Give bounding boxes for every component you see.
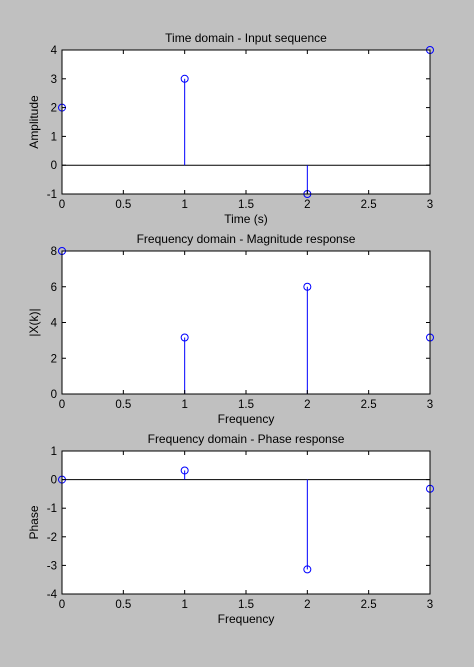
y-tick-label: -3: [47, 560, 57, 572]
x-axis-label: Frequency: [218, 612, 275, 626]
subplot-title: Time domain - Input sequence: [165, 31, 327, 45]
x-axis-label: Frequency: [218, 412, 275, 426]
x-tick-label: 2: [304, 599, 310, 611]
x-tick-label: 2.5: [361, 199, 377, 211]
x-tick-label: 1.5: [238, 199, 254, 211]
subplot-2: 0 0.5 1 1.5 2 2.5 3 0 2 4 6 8 Frequency domain - Mag…: [27, 232, 434, 426]
y-axis-label: |X(k)|: [27, 308, 41, 336]
x-tick-label: 3: [427, 199, 433, 211]
y-tick-label: 0: [51, 475, 57, 487]
y-tick-label: -1: [47, 189, 57, 201]
plot-area: [62, 50, 430, 194]
y-tick-label: 1: [51, 446, 57, 458]
x-tick-label: 0: [59, 599, 65, 611]
x-tick-label: 0: [59, 199, 65, 211]
y-tick-label: 0: [51, 389, 57, 401]
x-tick-label: 3: [427, 599, 433, 611]
y-tick-label: 4: [51, 45, 58, 57]
y-tick-label: 2: [51, 103, 57, 115]
x-tick-label: 1: [181, 599, 187, 611]
x-axis-label: Time (s): [224, 212, 268, 226]
plot-area: [62, 251, 430, 394]
x-tick-label: 2.5: [361, 599, 377, 611]
x-tick-label: 0.5: [115, 599, 131, 611]
x-tick-label: 1: [181, 199, 187, 211]
y-tick-label: 3: [51, 74, 57, 86]
stem-marker: [303, 282, 312, 291]
y-tick-label: 4: [51, 318, 58, 330]
x-tick-label: 1.5: [238, 599, 254, 611]
subplot-3: 0 0.5 1 1.5 2 2.5 3 -4 -3 -2 -1 0 1 Frequency domain …: [27, 432, 434, 626]
x-tick-label: 1.5: [238, 399, 254, 411]
stem-marker: [180, 74, 189, 83]
stem-marker: [180, 466, 189, 475]
y-tick-label: 8: [51, 246, 57, 258]
x-tick-label: 1: [181, 399, 187, 411]
y-tick-label: 0: [51, 160, 57, 172]
x-tick-label: 2.5: [361, 399, 377, 411]
y-axis-label: Phase: [27, 505, 41, 539]
stem-marker: [303, 565, 312, 574]
y-tick-label: 1: [51, 131, 57, 143]
y-tick-label: -1: [47, 503, 57, 515]
x-tick-label: 0.5: [115, 399, 131, 411]
y-axis-label: Amplitude: [27, 95, 41, 149]
y-tick-label: -2: [47, 532, 57, 544]
y-tick-label: 2: [51, 353, 57, 365]
x-tick-label: 2: [304, 199, 310, 211]
x-tick-label: 2: [304, 399, 310, 411]
subplot-title: Frequency domain - Phase response: [148, 432, 345, 446]
y-tick-label: -4: [47, 589, 58, 601]
x-tick-label: 0.5: [115, 199, 131, 211]
plot-area: [62, 451, 430, 594]
x-tick-label: 3: [427, 399, 433, 411]
y-tick-label: 6: [51, 282, 57, 294]
subplot-title: Frequency domain - Magnitude response: [137, 232, 356, 246]
stem-marker: [180, 333, 189, 342]
x-tick-label: 0: [59, 399, 65, 411]
